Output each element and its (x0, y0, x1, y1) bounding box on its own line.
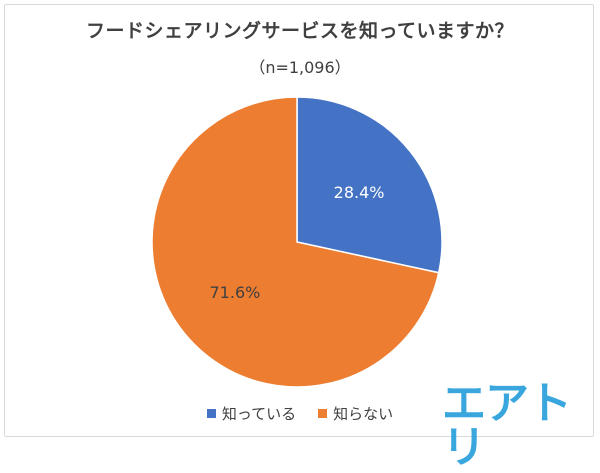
legend-label-known: 知っている (221, 405, 297, 423)
chart-subtitle: （n=1,096） (249, 58, 351, 77)
legend-swatch-known (206, 409, 216, 418)
legend-swatch-unknown (318, 409, 328, 418)
legend-label-unknown: 知らない (333, 405, 394, 423)
slice-known (296, 96, 443, 274)
slice-unknown (151, 96, 440, 388)
data-label-unknown: 71.6% (210, 283, 261, 302)
legend-item-known: 知っている (206, 403, 297, 424)
pie-chart: 28.4% 71.6% (151, 96, 443, 388)
data-label-known: 28.4% (334, 183, 385, 202)
pie-slices (151, 96, 443, 388)
legend-item-unknown: 知らない (318, 403, 393, 424)
chart-legend: 知っている 知らない (0, 403, 600, 424)
airtrip-logo: エアトリ (442, 378, 572, 473)
chart-title: フードシェアリングサービスを知っていますか？ (85, 20, 515, 42)
pie-data-labels: 28.4% 71.6% (210, 183, 385, 302)
